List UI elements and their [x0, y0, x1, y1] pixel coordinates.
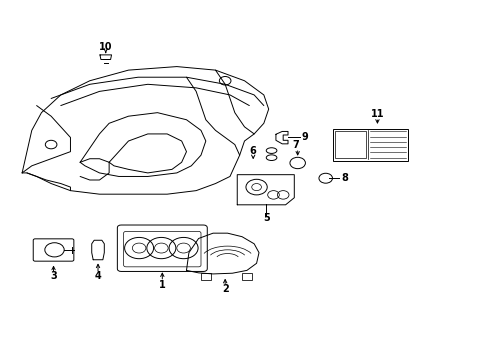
Text: 7: 7: [292, 140, 299, 149]
Text: 2: 2: [222, 284, 228, 294]
Text: 10: 10: [99, 42, 112, 52]
Bar: [242, 273, 251, 280]
Bar: [201, 273, 210, 280]
Bar: [334, 131, 366, 158]
Text: 9: 9: [301, 132, 307, 143]
Text: 5: 5: [263, 213, 269, 223]
Text: 8: 8: [341, 173, 348, 183]
Bar: [332, 129, 407, 161]
Text: 11: 11: [370, 109, 384, 120]
Text: 1: 1: [159, 280, 165, 289]
Polygon shape: [100, 55, 111, 59]
Text: 6: 6: [249, 145, 256, 156]
Text: 3: 3: [50, 271, 57, 282]
Text: 4: 4: [95, 271, 101, 282]
